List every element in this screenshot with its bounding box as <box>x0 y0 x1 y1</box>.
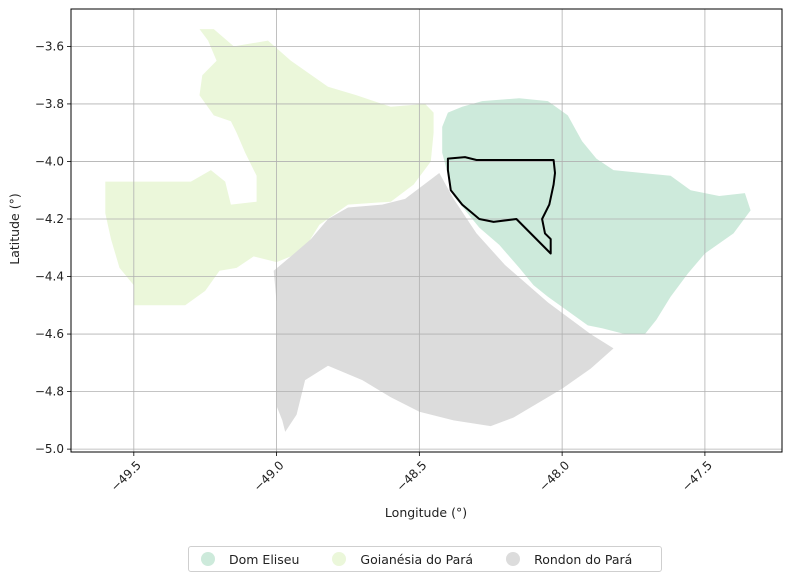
x-tick-label: −49.0 <box>251 458 287 494</box>
x-tick-label: −48.0 <box>536 458 572 494</box>
plot-frame <box>70 8 783 453</box>
legend-item-dom-eliseu: Dom Eliseu <box>201 552 299 567</box>
legend: Dom Eliseu Goianésia do Pará Rondon do P… <box>188 546 662 572</box>
region-goianesia-do-para <box>105 29 434 306</box>
y-axis-label: Latitude (°) <box>7 193 22 264</box>
region-dom-eliseu <box>442 98 751 335</box>
x-axis-label: Longitude (°) <box>385 505 467 520</box>
y-tick-label: −3.8 <box>35 97 64 111</box>
legend-label: Rondon do Pará <box>534 551 633 567</box>
x-tick-label: −49.5 <box>108 458 144 494</box>
map-plot: −49.5 −49.0 −48.5 −48.0 −47.5 −3.6 −3.8 −4.0 −4.… <box>7 8 783 520</box>
y-tick-label: −4.2 <box>35 212 64 226</box>
x-tick-label: −47.5 <box>679 458 715 494</box>
highlight-boundary <box>446 156 556 255</box>
highlight-layer <box>446 156 556 255</box>
legend-label: Goianésia do Pará <box>360 551 474 567</box>
region-rondon-do-para <box>273 173 614 432</box>
y-tick-label: −4.0 <box>35 154 64 168</box>
y-tick-label: −4.8 <box>35 385 64 399</box>
y-tick-label: −4.6 <box>35 327 64 341</box>
y-tick-label: −3.6 <box>35 39 64 53</box>
legend-swatch-rondon-do-para <box>506 552 521 566</box>
legend-item-rondon-do-para: Rondon do Pará <box>506 552 632 567</box>
legend-item-goianesia-do-para: Goianésia do Pará <box>332 552 473 567</box>
legend-label: Dom Eliseu <box>229 551 300 567</box>
regions-layer <box>105 29 751 432</box>
y-tick-label: −5.0 <box>35 442 64 456</box>
y-tick-label: −4.4 <box>35 270 64 284</box>
legend-swatch-goianesia-do-para <box>332 552 347 566</box>
x-tick-label: −48.5 <box>394 458 430 494</box>
gridlines <box>71 9 782 452</box>
legend-swatch-dom-eliseu <box>201 552 215 566</box>
